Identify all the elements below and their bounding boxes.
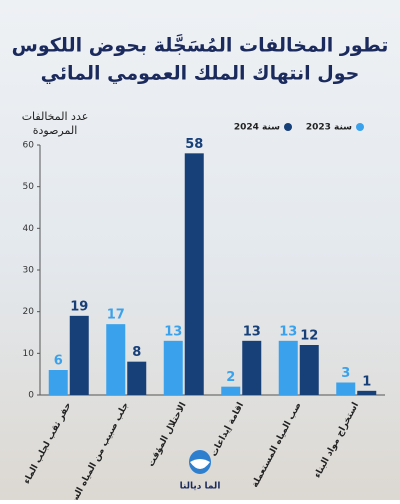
value-label: 3: [341, 366, 350, 381]
value-label: 6: [54, 354, 63, 369]
bar: [357, 390, 377, 395]
y-tick-label: 0: [28, 391, 34, 401]
value-label: 13: [164, 324, 182, 339]
value-label: 58: [185, 137, 203, 152]
y-axis-label: المرصودة: [33, 124, 78, 137]
bar: [278, 340, 298, 395]
logo-icon: [190, 459, 210, 469]
legend-label: سنة 2023: [306, 123, 352, 133]
bar: [127, 361, 147, 395]
y-tick-label: 60: [23, 141, 35, 151]
legend-marker: [356, 123, 364, 131]
bar: [106, 324, 126, 395]
bar: [184, 153, 204, 395]
bar: [163, 340, 183, 395]
value-label: 17: [107, 308, 125, 323]
y-tick-label: 50: [23, 182, 35, 192]
legend-label: سنة 2024: [234, 123, 280, 133]
y-axis-label: عدد المخالفات: [22, 110, 89, 123]
value-label: 13: [279, 324, 297, 339]
value-label: 8: [132, 345, 141, 360]
value-label: 2: [226, 370, 235, 385]
logo-text: الما ديالنا: [180, 482, 221, 492]
y-tick-label: 30: [23, 266, 35, 276]
logo: الما ديالنا: [180, 450, 221, 492]
y-tick-label: 20: [23, 307, 35, 317]
bar: [69, 315, 89, 395]
chart-title: حول انتهاك الملك العمومي المائي: [41, 63, 360, 85]
value-label: 13: [243, 324, 261, 339]
chart-title: تطور المخالفات المُسَجَّلة بحوض اللكوس: [12, 34, 389, 56]
bar: [242, 340, 262, 395]
y-tick-label: 10: [23, 349, 35, 359]
bar: [48, 370, 68, 395]
value-label: 1: [362, 374, 371, 389]
value-label: 12: [300, 329, 318, 344]
value-label: 19: [70, 299, 88, 314]
y-tick-label: 40: [23, 224, 35, 234]
bar: [336, 382, 356, 395]
bar: [299, 345, 319, 395]
legend-marker: [284, 123, 292, 131]
bar: [221, 386, 241, 395]
